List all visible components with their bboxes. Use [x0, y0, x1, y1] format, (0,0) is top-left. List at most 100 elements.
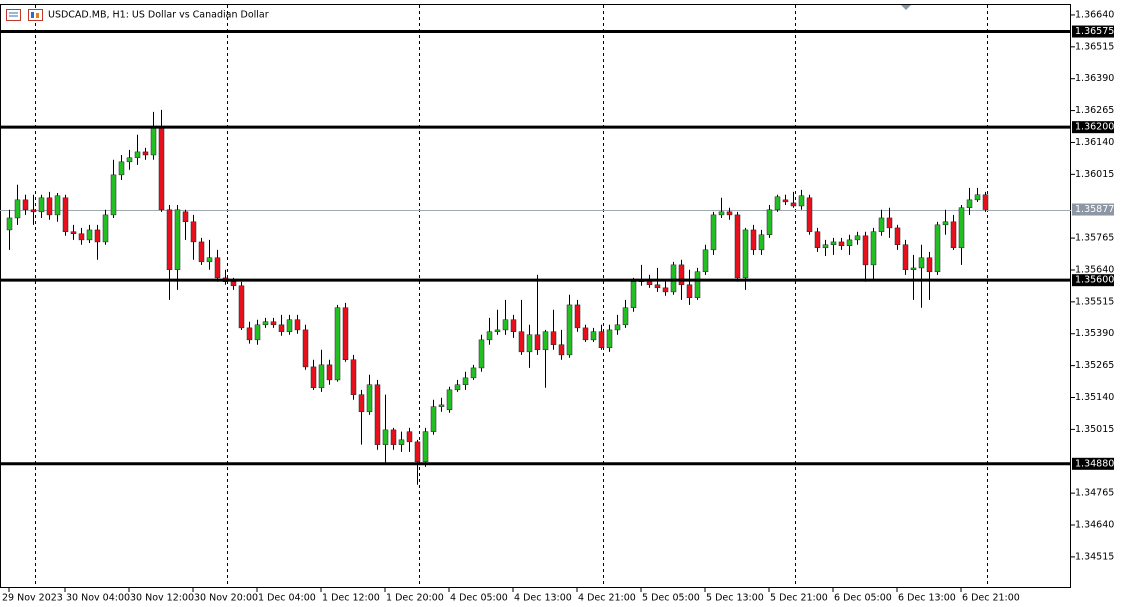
- candle-body: [926, 257, 933, 273]
- candle-body: [350, 359, 357, 395]
- candle-body: [942, 221, 949, 226]
- x-tick-label: 5 Dec 21:00: [770, 593, 828, 604]
- y-tick-label: 1.35140: [1075, 392, 1114, 403]
- level-label-box: [1072, 25, 1114, 38]
- candle-body: [190, 221, 197, 243]
- y-tick-label: 1.36015: [1075, 169, 1114, 180]
- candle-body: [870, 231, 877, 266]
- candle-body: [630, 281, 637, 308]
- candle-body: [430, 406, 437, 432]
- candle-body: [958, 207, 965, 249]
- candle-body: [782, 199, 789, 203]
- candle-body: [278, 324, 285, 332]
- header-icons[interactable]: [6, 9, 43, 21]
- candle-body: [422, 431, 429, 463]
- candle-body: [62, 197, 69, 232]
- x-tick-label: 30 Nov 04:00: [66, 593, 130, 604]
- y-tick-label: 1.35265: [1075, 360, 1114, 371]
- candle-body: [158, 126, 165, 211]
- candle-body: [670, 264, 677, 293]
- candle-body: [574, 304, 581, 329]
- level-label: 1.35600: [1075, 275, 1114, 286]
- x-tick-label: 6 Dec 21:00: [962, 593, 1020, 604]
- icon-list[interactable]: [6, 9, 21, 21]
- x-tick-label: 5 Dec 13:00: [706, 593, 764, 604]
- candle-body: [494, 329, 501, 332]
- candle-body: [302, 329, 309, 368]
- candle-body: [398, 439, 405, 445]
- level-label: 1.34880: [1075, 458, 1114, 469]
- candle-body: [30, 209, 37, 213]
- candle-body: [270, 321, 277, 326]
- candle-body: [814, 231, 821, 249]
- y-tick-label: 1.36640: [1075, 9, 1114, 20]
- candle-body: [934, 224, 941, 273]
- x-tick-label: 30 Nov 12:00: [130, 593, 194, 604]
- candle-body: [118, 161, 125, 176]
- candle-body: [326, 364, 333, 381]
- y-tick-label: 1.35515: [1075, 296, 1114, 307]
- x-tick-label: 30 Nov 20:00: [194, 593, 258, 604]
- x-tick-label: 4 Dec 21:00: [578, 593, 636, 604]
- candle-body: [342, 307, 349, 360]
- candle-body: [790, 202, 797, 207]
- level-label: 1.36575: [1075, 26, 1114, 37]
- day-separators: [35, 5, 988, 588]
- y-tick-label: 1.36265: [1075, 105, 1114, 116]
- candle-body: [198, 241, 205, 263]
- candle-body: [126, 157, 133, 163]
- candle-body: [918, 257, 925, 269]
- icon-bar: [31, 12, 34, 18]
- candle-body: [902, 244, 909, 270]
- candle-body: [742, 229, 749, 279]
- x-tick-label: 1 Dec 12:00: [322, 593, 380, 604]
- x-tick-label: 1 Dec 20:00: [386, 593, 444, 604]
- candle-body: [470, 367, 477, 379]
- candle-body: [606, 329, 613, 349]
- candle-body: [406, 431, 413, 443]
- candle-body: [806, 197, 813, 232]
- level-label-box: [1072, 274, 1114, 287]
- candle-body: [598, 331, 605, 349]
- candle-body: [502, 319, 509, 331]
- candle-body: [294, 319, 301, 331]
- candle-body: [238, 285, 245, 329]
- x-tick-label: 6 Dec 05:00: [834, 593, 892, 604]
- candle-body: [582, 327, 589, 341]
- candle-body: [974, 194, 981, 201]
- candle-body: [838, 241, 845, 246]
- level-label-box: [1072, 121, 1114, 134]
- candle-body: [78, 233, 85, 241]
- y-tick-label: 1.36390: [1075, 73, 1114, 84]
- candle-body: [254, 324, 261, 341]
- candle-body: [726, 211, 733, 216]
- candle-body: [462, 377, 469, 385]
- candle-body: [166, 209, 173, 270]
- last-price-box: [1072, 203, 1114, 216]
- candle-body: [686, 284, 693, 299]
- candle-body: [590, 331, 597, 341]
- x-tick-label: 4 Dec 13:00: [514, 593, 572, 604]
- y-tick-label: 1.34640: [1075, 520, 1114, 531]
- candle-body: [966, 199, 973, 208]
- y-tick-label: 1.35765: [1075, 233, 1114, 244]
- candle-body: [894, 227, 901, 245]
- candle-body: [54, 195, 61, 216]
- candle-body: [374, 384, 381, 445]
- candle-body: [70, 231, 77, 235]
- x-tick-label: 4 Dec 05:00: [450, 593, 508, 604]
- plot-border: [0, 4, 1071, 588]
- candle-body: [950, 221, 957, 249]
- candle-body: [142, 151, 149, 156]
- candle-body: [886, 217, 893, 229]
- candle-body: [262, 321, 269, 326]
- candle-body: [110, 174, 117, 216]
- candle-body: [710, 214, 717, 251]
- candle-body: [622, 307, 629, 326]
- candle-body: [758, 234, 765, 251]
- candle-body: [38, 197, 45, 213]
- x-tick-label: 6 Dec 13:00: [898, 593, 956, 604]
- candle-body: [318, 364, 325, 389]
- candle-body: [334, 307, 341, 381]
- icon-chart[interactable]: [28, 9, 43, 21]
